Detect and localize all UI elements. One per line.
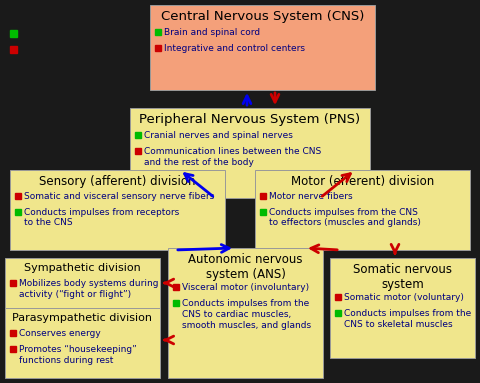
FancyBboxPatch shape bbox=[255, 170, 470, 250]
Bar bbox=[135, 148, 141, 154]
Bar bbox=[10, 280, 16, 286]
Bar bbox=[173, 284, 179, 290]
Text: Communication lines between the CNS
and the rest of the body: Communication lines between the CNS and … bbox=[144, 147, 321, 167]
Text: Somatic motor (voluntary): Somatic motor (voluntary) bbox=[344, 293, 464, 302]
Bar bbox=[10, 46, 17, 53]
Bar bbox=[155, 29, 161, 35]
Text: Promotes “housekeeping”
functions during rest: Promotes “housekeeping” functions during… bbox=[19, 345, 137, 365]
Bar bbox=[15, 193, 21, 199]
FancyBboxPatch shape bbox=[330, 258, 475, 358]
Bar bbox=[10, 330, 16, 336]
FancyBboxPatch shape bbox=[5, 258, 160, 326]
FancyBboxPatch shape bbox=[10, 170, 225, 250]
Text: Peripheral Nervous System (PNS): Peripheral Nervous System (PNS) bbox=[139, 113, 360, 126]
FancyBboxPatch shape bbox=[150, 5, 375, 90]
FancyBboxPatch shape bbox=[130, 108, 370, 198]
Text: Sympathetic division: Sympathetic division bbox=[24, 263, 141, 273]
Text: Central Nervous System (CNS): Central Nervous System (CNS) bbox=[161, 10, 364, 23]
FancyBboxPatch shape bbox=[168, 248, 323, 378]
Bar bbox=[335, 310, 341, 316]
Text: Autonomic nervous
system (ANS): Autonomic nervous system (ANS) bbox=[188, 253, 303, 281]
Text: Conducts impulses from the
CNS to cardiac muscles,
smooth muscles, and glands: Conducts impulses from the CNS to cardia… bbox=[182, 299, 311, 330]
Text: Conserves energy: Conserves energy bbox=[19, 329, 101, 338]
Bar bbox=[135, 132, 141, 138]
Bar bbox=[10, 346, 16, 352]
Bar bbox=[15, 209, 21, 214]
Bar bbox=[260, 209, 266, 214]
Text: Sensory (afferent) division: Sensory (afferent) division bbox=[39, 175, 196, 188]
Text: Somatic nervous
system: Somatic nervous system bbox=[353, 263, 452, 291]
Bar bbox=[260, 193, 266, 199]
Text: Motor nerve fibers: Motor nerve fibers bbox=[269, 192, 353, 201]
Text: Conducts impulses from receptors
to the CNS: Conducts impulses from receptors to the … bbox=[24, 208, 179, 228]
Bar bbox=[173, 300, 179, 306]
Text: Somatic and visceral sensory nerve fibers: Somatic and visceral sensory nerve fiber… bbox=[24, 192, 214, 201]
Bar bbox=[155, 45, 161, 51]
Text: Visceral motor (involuntary): Visceral motor (involuntary) bbox=[182, 283, 309, 292]
Text: Parasympathetic division: Parasympathetic division bbox=[12, 313, 153, 323]
FancyBboxPatch shape bbox=[5, 308, 160, 378]
Text: Motor (efferent) division: Motor (efferent) division bbox=[291, 175, 434, 188]
Text: Brain and spinal cord: Brain and spinal cord bbox=[164, 28, 260, 37]
Bar bbox=[10, 30, 17, 37]
Text: Conducts impulses from the
CNS to skeletal muscles: Conducts impulses from the CNS to skelet… bbox=[344, 309, 471, 329]
Text: Conducts impulses from the CNS
to effectors (muscles and glands): Conducts impulses from the CNS to effect… bbox=[269, 208, 421, 228]
Text: Cranial nerves and spinal nerves: Cranial nerves and spinal nerves bbox=[144, 131, 293, 140]
Bar bbox=[335, 294, 341, 300]
Text: Mobilizes body systems during
activity (“fight or flight”): Mobilizes body systems during activity (… bbox=[19, 279, 158, 299]
Text: Integrative and control centers: Integrative and control centers bbox=[164, 44, 305, 53]
